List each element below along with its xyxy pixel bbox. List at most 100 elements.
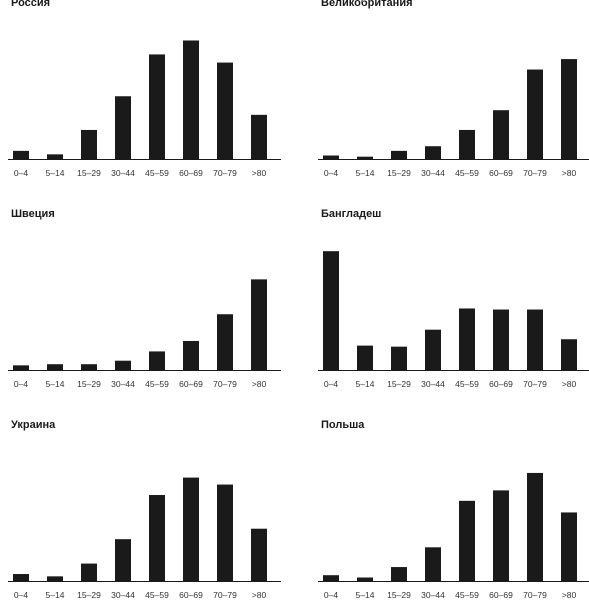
bar (391, 567, 407, 581)
x-tick-label: 5–14 (46, 168, 65, 178)
x-tick-label: 45–59 (455, 168, 479, 178)
chart-svg: 0–4 5–14 15–29 30–44 45–59 60–69 70–79 >80 (318, 59, 589, 178)
bar (357, 577, 373, 581)
bar (459, 129, 475, 159)
bar (81, 563, 97, 581)
x-tick-label: 0–4 (324, 379, 338, 389)
chart-svg: 0–4 5–14 15–29 30–44 45–59 60–69 70–79 >80 (318, 472, 589, 600)
bar (13, 150, 29, 159)
bar (183, 340, 199, 370)
bar (493, 309, 509, 370)
bar (391, 346, 407, 370)
x-tick-label: 70–79 (213, 379, 237, 389)
bar (425, 547, 441, 581)
x-tick-label: 70–79 (523, 168, 547, 178)
bar (527, 69, 543, 159)
chart-svg: 0–4 5–14 15–29 30–44 45–59 60–69 70–79 >80 (8, 477, 281, 600)
x-tick-label: 15–29 (77, 379, 101, 389)
x-tick-label: 70–79 (213, 168, 237, 178)
bar (47, 364, 63, 370)
bar (357, 156, 373, 159)
x-tick-label: 60–69 (489, 379, 513, 389)
x-tick-label: 15–29 (77, 168, 101, 178)
bar (81, 129, 97, 159)
x-tick-label: 5–14 (356, 590, 375, 600)
x-tick-label: 60–69 (179, 168, 203, 178)
x-tick-label: 0–4 (14, 379, 28, 389)
chart-title: Украина (11, 419, 56, 431)
x-tick-label: 15–29 (387, 168, 411, 178)
bar (493, 490, 509, 581)
bar (425, 146, 441, 159)
bar (391, 150, 407, 159)
x-tick-label: >80 (252, 168, 267, 178)
bar (527, 309, 543, 370)
x-tick-label: 60–69 (489, 168, 513, 178)
chart-panel-bangladesh: Бангладеш 0–4 5–14 15–29 30–44 45–59 60–69 70–… (318, 208, 589, 401)
x-tick-label: 45–59 (145, 590, 169, 600)
x-tick-label: >80 (562, 379, 577, 389)
bar (149, 495, 165, 581)
bar (183, 40, 199, 159)
bar (149, 54, 165, 159)
x-tick-label: 0–4 (324, 590, 338, 600)
chart-svg: 0–4 5–14 15–29 30–44 45–59 60–69 70–79 >80 (318, 251, 589, 389)
x-tick-label: 60–69 (489, 590, 513, 600)
x-tick-label: 30–44 (111, 590, 135, 600)
bar (183, 477, 199, 581)
x-tick-label: 45–59 (455, 590, 479, 600)
bar (527, 472, 543, 581)
chart-panel-poland: Польша 0–4 5–14 15–29 30–44 45–59 60–69 70–79 >… (318, 419, 589, 612)
bar (425, 329, 441, 370)
bar (217, 484, 233, 581)
chart-svg: 0–4 5–14 15–29 30–44 45–59 60–69 70–79 >80 (8, 279, 281, 389)
bar (323, 155, 339, 159)
chart-title: Бангладеш (321, 208, 382, 220)
x-tick-label: 60–69 (179, 590, 203, 600)
bar (115, 539, 131, 581)
bar (561, 59, 577, 160)
bar (323, 575, 339, 581)
x-tick-label: 30–44 (111, 168, 135, 178)
x-tick-label: >80 (562, 590, 577, 600)
bar (149, 351, 165, 370)
bar (459, 308, 475, 370)
chart-panel-russia: Россия 0–4 5–14 15–29 30–44 45–59 60–69 70–79 >… (8, 0, 283, 190)
bar (217, 314, 233, 370)
x-tick-label: 30–44 (111, 379, 135, 389)
bar (47, 154, 63, 159)
bar (115, 360, 131, 370)
chart-panel-ukraine: Украина 0–4 5–14 15–29 30–44 45–59 60–69 70–79… (8, 419, 283, 612)
chart-panel-sweden: Швеция 0–4 5–14 15–29 30–44 45–59 60–69 70–79 >… (8, 208, 283, 401)
bar (357, 345, 373, 370)
bar (251, 528, 267, 581)
x-tick-label: 0–4 (324, 168, 338, 178)
x-tick-label: 15–29 (387, 590, 411, 600)
x-tick-label: >80 (252, 379, 267, 389)
bar (251, 114, 267, 159)
chart-title: Россия (11, 0, 51, 9)
bar (323, 251, 339, 370)
x-tick-label: 15–29 (77, 590, 101, 600)
x-tick-label: 45–59 (455, 379, 479, 389)
bar (13, 365, 29, 370)
x-tick-label: 45–59 (145, 379, 169, 389)
x-tick-label: 5–14 (356, 168, 375, 178)
x-tick-label: 5–14 (46, 590, 65, 600)
bar (115, 96, 131, 159)
chart-title: Польша (321, 419, 365, 431)
x-tick-label: 70–79 (213, 590, 237, 600)
chart-title: Швеция (11, 208, 55, 220)
x-tick-label: 0–4 (14, 590, 28, 600)
bar (561, 339, 577, 370)
bar (459, 500, 475, 581)
bar (81, 364, 97, 370)
bar (217, 62, 233, 159)
chart-panel-uk: Великобритания 0–4 5–14 15–29 30–44 45–59 60–… (318, 0, 589, 190)
x-tick-label: 30–44 (421, 168, 445, 178)
bar (47, 576, 63, 581)
bar (561, 512, 577, 581)
chart-title: Великобритания (321, 0, 413, 9)
x-tick-label: 60–69 (179, 379, 203, 389)
x-tick-label: 45–59 (145, 168, 169, 178)
